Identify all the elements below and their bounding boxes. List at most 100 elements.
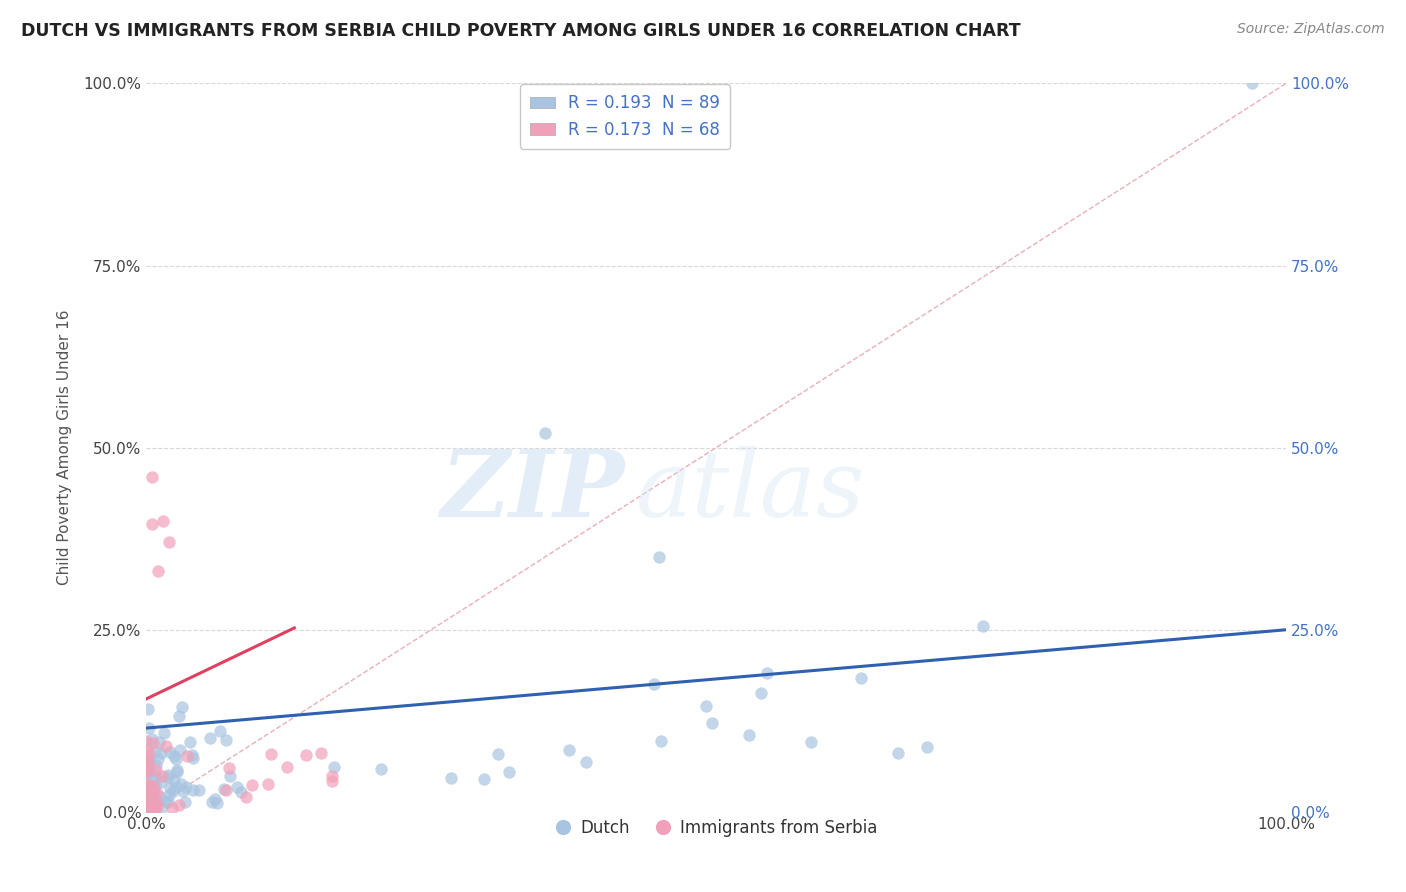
- Point: [141, 796, 163, 810]
- Point: [141, 731, 163, 746]
- Point: [136, 741, 159, 756]
- Point: [148, 752, 170, 766]
- Point: [135, 800, 157, 814]
- Point: [141, 781, 163, 796]
- Point: [534, 426, 557, 441]
- Point: [136, 766, 159, 780]
- Point: [488, 747, 510, 761]
- Point: [145, 796, 167, 810]
- Point: [166, 765, 188, 780]
- Point: [650, 734, 672, 748]
- Point: [139, 752, 162, 766]
- Point: [276, 759, 298, 773]
- Point: [136, 702, 159, 716]
- Point: [915, 740, 938, 755]
- Point: [138, 792, 160, 806]
- Point: [135, 791, 157, 805]
- Point: [170, 700, 193, 714]
- Point: [136, 788, 159, 802]
- Point: [231, 785, 253, 799]
- Point: [165, 780, 187, 794]
- Point: [498, 765, 520, 780]
- Point: [136, 800, 159, 814]
- Point: [162, 783, 184, 797]
- Point: [138, 800, 160, 814]
- Point: [145, 763, 167, 777]
- Point: [138, 759, 160, 773]
- Point: [259, 747, 281, 761]
- Point: [181, 747, 204, 762]
- Point: [643, 677, 665, 691]
- Point: [173, 795, 195, 809]
- Point: [201, 796, 224, 810]
- Point: [135, 779, 157, 793]
- Point: [138, 746, 160, 760]
- Point: [887, 746, 910, 760]
- Point: [136, 801, 159, 815]
- Point: [143, 744, 166, 758]
- Text: Source: ZipAtlas.com: Source: ZipAtlas.com: [1237, 22, 1385, 37]
- Point: [295, 747, 318, 762]
- Point: [138, 797, 160, 812]
- Point: [972, 618, 994, 632]
- Point: [170, 777, 193, 791]
- Point: [205, 797, 228, 811]
- Point: [145, 799, 167, 814]
- Point: [136, 777, 159, 791]
- Point: [700, 716, 723, 731]
- Point: [370, 762, 392, 776]
- Point: [143, 772, 166, 786]
- Point: [159, 781, 181, 796]
- Point: [141, 796, 163, 810]
- Point: [135, 804, 157, 818]
- Point: [163, 773, 186, 788]
- Point: [155, 739, 177, 753]
- Point: [150, 769, 173, 783]
- Point: [136, 799, 159, 814]
- Point: [472, 772, 495, 786]
- Point: [148, 735, 170, 749]
- Point: [136, 754, 159, 768]
- Point: [138, 789, 160, 803]
- Point: [138, 722, 160, 736]
- Point: [738, 729, 761, 743]
- Point: [557, 743, 579, 757]
- Point: [575, 755, 598, 769]
- Point: [138, 764, 160, 778]
- Point: [135, 804, 157, 818]
- Point: [135, 765, 157, 780]
- Point: [169, 742, 191, 756]
- Point: [157, 788, 180, 802]
- Point: [136, 797, 159, 812]
- Point: [145, 778, 167, 792]
- Point: [156, 770, 179, 784]
- Point: [200, 731, 222, 745]
- Point: [143, 801, 166, 815]
- Point: [135, 797, 157, 812]
- Point: [135, 764, 157, 778]
- Text: DUTCH VS IMMIGRANTS FROM SERBIA CHILD POVERTY AMONG GIRLS UNDER 16 CORRELATION C: DUTCH VS IMMIGRANTS FROM SERBIA CHILD PO…: [21, 22, 1021, 40]
- Point: [156, 768, 179, 782]
- Point: [149, 747, 172, 761]
- Point: [141, 470, 163, 484]
- Point: [174, 780, 197, 794]
- Point: [166, 763, 188, 777]
- Point: [145, 758, 167, 772]
- Legend: Dutch, Immigrants from Serbia: Dutch, Immigrants from Serbia: [548, 813, 883, 844]
- Point: [143, 802, 166, 816]
- Point: [145, 792, 167, 806]
- Point: [142, 736, 165, 750]
- Point: [156, 795, 179, 809]
- Point: [204, 791, 226, 805]
- Point: [145, 770, 167, 784]
- Point: [214, 783, 236, 797]
- Point: [135, 783, 157, 797]
- Point: [215, 733, 238, 747]
- Point: [138, 800, 160, 814]
- Point: [163, 749, 186, 764]
- Point: [322, 760, 344, 774]
- Point: [167, 709, 190, 723]
- Point: [755, 665, 778, 680]
- Y-axis label: Child Poverty Among Girls Under 16: Child Poverty Among Girls Under 16: [58, 310, 72, 585]
- Point: [155, 794, 177, 808]
